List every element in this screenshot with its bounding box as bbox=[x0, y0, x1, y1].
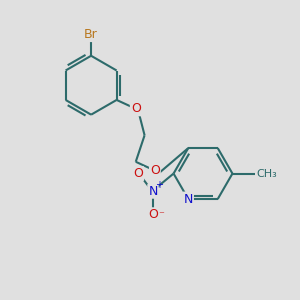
Text: N: N bbox=[148, 185, 158, 198]
Text: O: O bbox=[131, 102, 141, 115]
Text: N: N bbox=[184, 193, 193, 206]
Text: Br: Br bbox=[84, 28, 98, 41]
Text: +: + bbox=[155, 180, 164, 190]
Text: O: O bbox=[133, 167, 143, 180]
Text: O: O bbox=[150, 164, 160, 177]
Text: ⁻: ⁻ bbox=[158, 210, 164, 220]
Text: CH₃: CH₃ bbox=[256, 169, 277, 178]
Text: O: O bbox=[148, 208, 158, 221]
